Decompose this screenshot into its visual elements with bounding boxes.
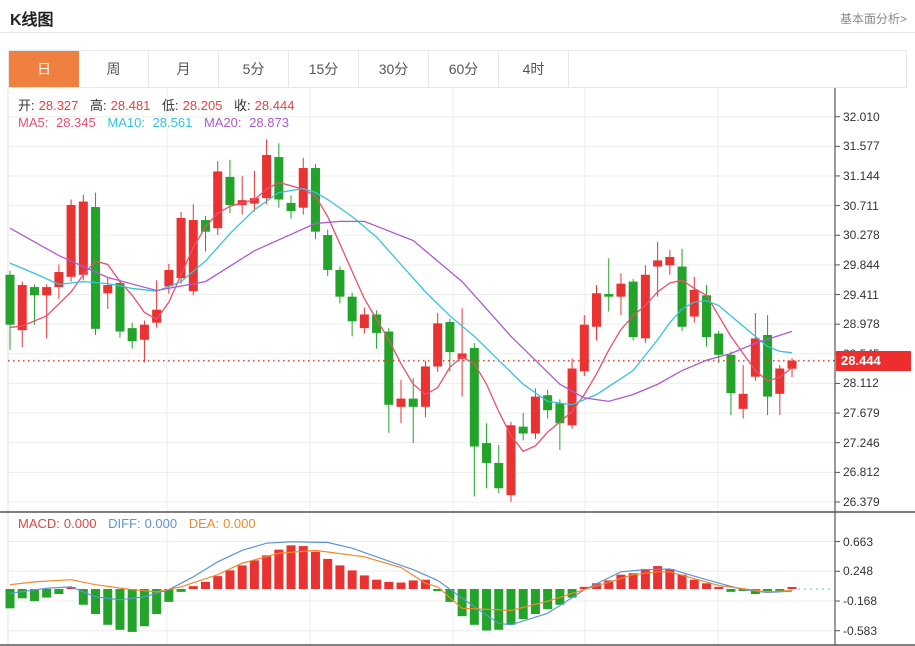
- axis-tick-label: 28.112: [843, 376, 879, 391]
- axis-tick-label: 30.711: [843, 198, 879, 213]
- axis-tick-label: 31.577: [843, 139, 880, 154]
- ma-legend: MA5: 28.345 MA10: 28.561 MA20: 28.873: [18, 115, 297, 130]
- ma5-label: MA5:: [18, 115, 49, 130]
- dea-label: DEA:: [188, 516, 220, 531]
- axis-tick-label: -0.168: [843, 594, 878, 609]
- axis-tick-label: 32.010: [843, 109, 880, 124]
- axis-tick-label: 28.978: [843, 317, 880, 332]
- axis: [834, 88, 840, 645]
- macd-legend: MACD: 0.000 DIFF: 0.000 DEA: 0.000: [18, 516, 264, 531]
- gridlines: [7, 88, 835, 645]
- axis-tick-label: 30.278: [843, 228, 880, 243]
- axis-tick-label: 29.411: [843, 287, 879, 302]
- ma10-label: MA10:: [107, 115, 145, 130]
- high-label: 高:: [90, 98, 107, 113]
- axis-tick-label: 31.144: [843, 168, 880, 183]
- ma20-label: MA20:: [203, 115, 242, 130]
- high-value: 28.481: [110, 98, 151, 113]
- dea-value: 0.000: [223, 516, 256, 531]
- tab-day[interactable]: 日: [9, 51, 79, 87]
- ma5-value: 28.345: [55, 115, 96, 130]
- candles: [5, 139, 797, 502]
- open-value: 28.327: [38, 98, 79, 113]
- low-label: 低:: [162, 98, 179, 113]
- ohlc-readout: 开: 28.327 高: 28.481 低: 28.205 收: 28.444: [18, 95, 302, 114]
- tab-60min[interactable]: 60分: [429, 51, 499, 87]
- tabbar-filler: [569, 51, 906, 87]
- tab-5min[interactable]: 5分: [219, 51, 289, 87]
- axis-tick-label: 27.679: [843, 406, 880, 421]
- axis-tick-label: 27.246: [843, 435, 880, 450]
- low-value: 28.205: [182, 98, 223, 113]
- title-divider: [0, 32, 915, 33]
- macd-label: MACD:: [18, 516, 60, 531]
- period-tabbar: 日 周 月 5分 15分 30分 60分 4时: [8, 50, 907, 88]
- macd-lines: [9, 541, 832, 626]
- close-label: 收:: [234, 98, 251, 113]
- axis-tick-label: 26.379: [843, 495, 880, 509]
- current-price-badge: 28.444: [836, 350, 911, 371]
- axis-tick-label: 29.844: [843, 257, 880, 272]
- page-title: K线图: [10, 12, 54, 29]
- open-label: 开:: [18, 98, 35, 113]
- tab-month[interactable]: 月: [149, 51, 219, 87]
- close-value: 28.444: [254, 98, 295, 113]
- ma10-value: 28.561: [152, 115, 193, 130]
- tab-15min[interactable]: 15分: [289, 51, 359, 87]
- axis-tick-label: 0.663: [843, 534, 874, 549]
- axis-tick-label: -0.583: [843, 623, 878, 638]
- fundamental-analysis-link[interactable]: 基本面分析>: [839, 12, 907, 26]
- tab-week[interactable]: 周: [79, 51, 149, 87]
- tab-4hour[interactable]: 4时: [499, 51, 569, 87]
- ma-lines: [9, 181, 793, 453]
- tab-30min[interactable]: 30分: [359, 51, 429, 87]
- diff-label: DIFF:: [108, 516, 141, 531]
- axis-tick-label: 0.248: [843, 564, 874, 579]
- diff-value: 0.000: [144, 516, 178, 531]
- macd-value: 0.000: [63, 516, 97, 531]
- panel-borders: [0, 511, 915, 646]
- axis-tick-label: 26.812: [843, 465, 880, 480]
- ma20-value: 28.873: [249, 115, 289, 130]
- kline-chart[interactable]: [0, 88, 915, 646]
